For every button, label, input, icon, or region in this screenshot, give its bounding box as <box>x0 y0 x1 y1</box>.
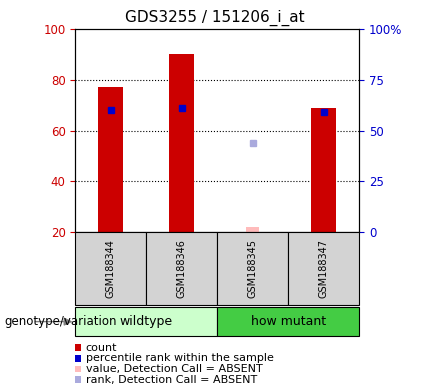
Bar <box>217 307 359 336</box>
Text: genotype/variation: genotype/variation <box>4 315 117 328</box>
Bar <box>246 227 259 232</box>
Text: wildtype: wildtype <box>120 315 173 328</box>
Bar <box>146 232 217 305</box>
Bar <box>288 232 359 305</box>
Bar <box>217 232 288 305</box>
Bar <box>75 307 217 336</box>
Bar <box>311 108 336 232</box>
Text: value, Detection Call = ABSENT: value, Detection Call = ABSENT <box>86 364 262 374</box>
Text: GDS3255 / 151206_i_at: GDS3255 / 151206_i_at <box>125 10 305 26</box>
Text: percentile rank within the sample: percentile rank within the sample <box>86 353 273 363</box>
Text: GSM188344: GSM188344 <box>106 239 116 298</box>
Text: count: count <box>86 343 117 353</box>
Bar <box>98 87 123 232</box>
Text: GSM188345: GSM188345 <box>248 239 258 298</box>
Bar <box>169 54 194 232</box>
Bar <box>75 232 146 305</box>
Text: GSM188347: GSM188347 <box>319 239 329 298</box>
Text: rank, Detection Call = ABSENT: rank, Detection Call = ABSENT <box>86 375 257 384</box>
Text: GSM188346: GSM188346 <box>177 239 187 298</box>
Text: how mutant: how mutant <box>251 315 326 328</box>
